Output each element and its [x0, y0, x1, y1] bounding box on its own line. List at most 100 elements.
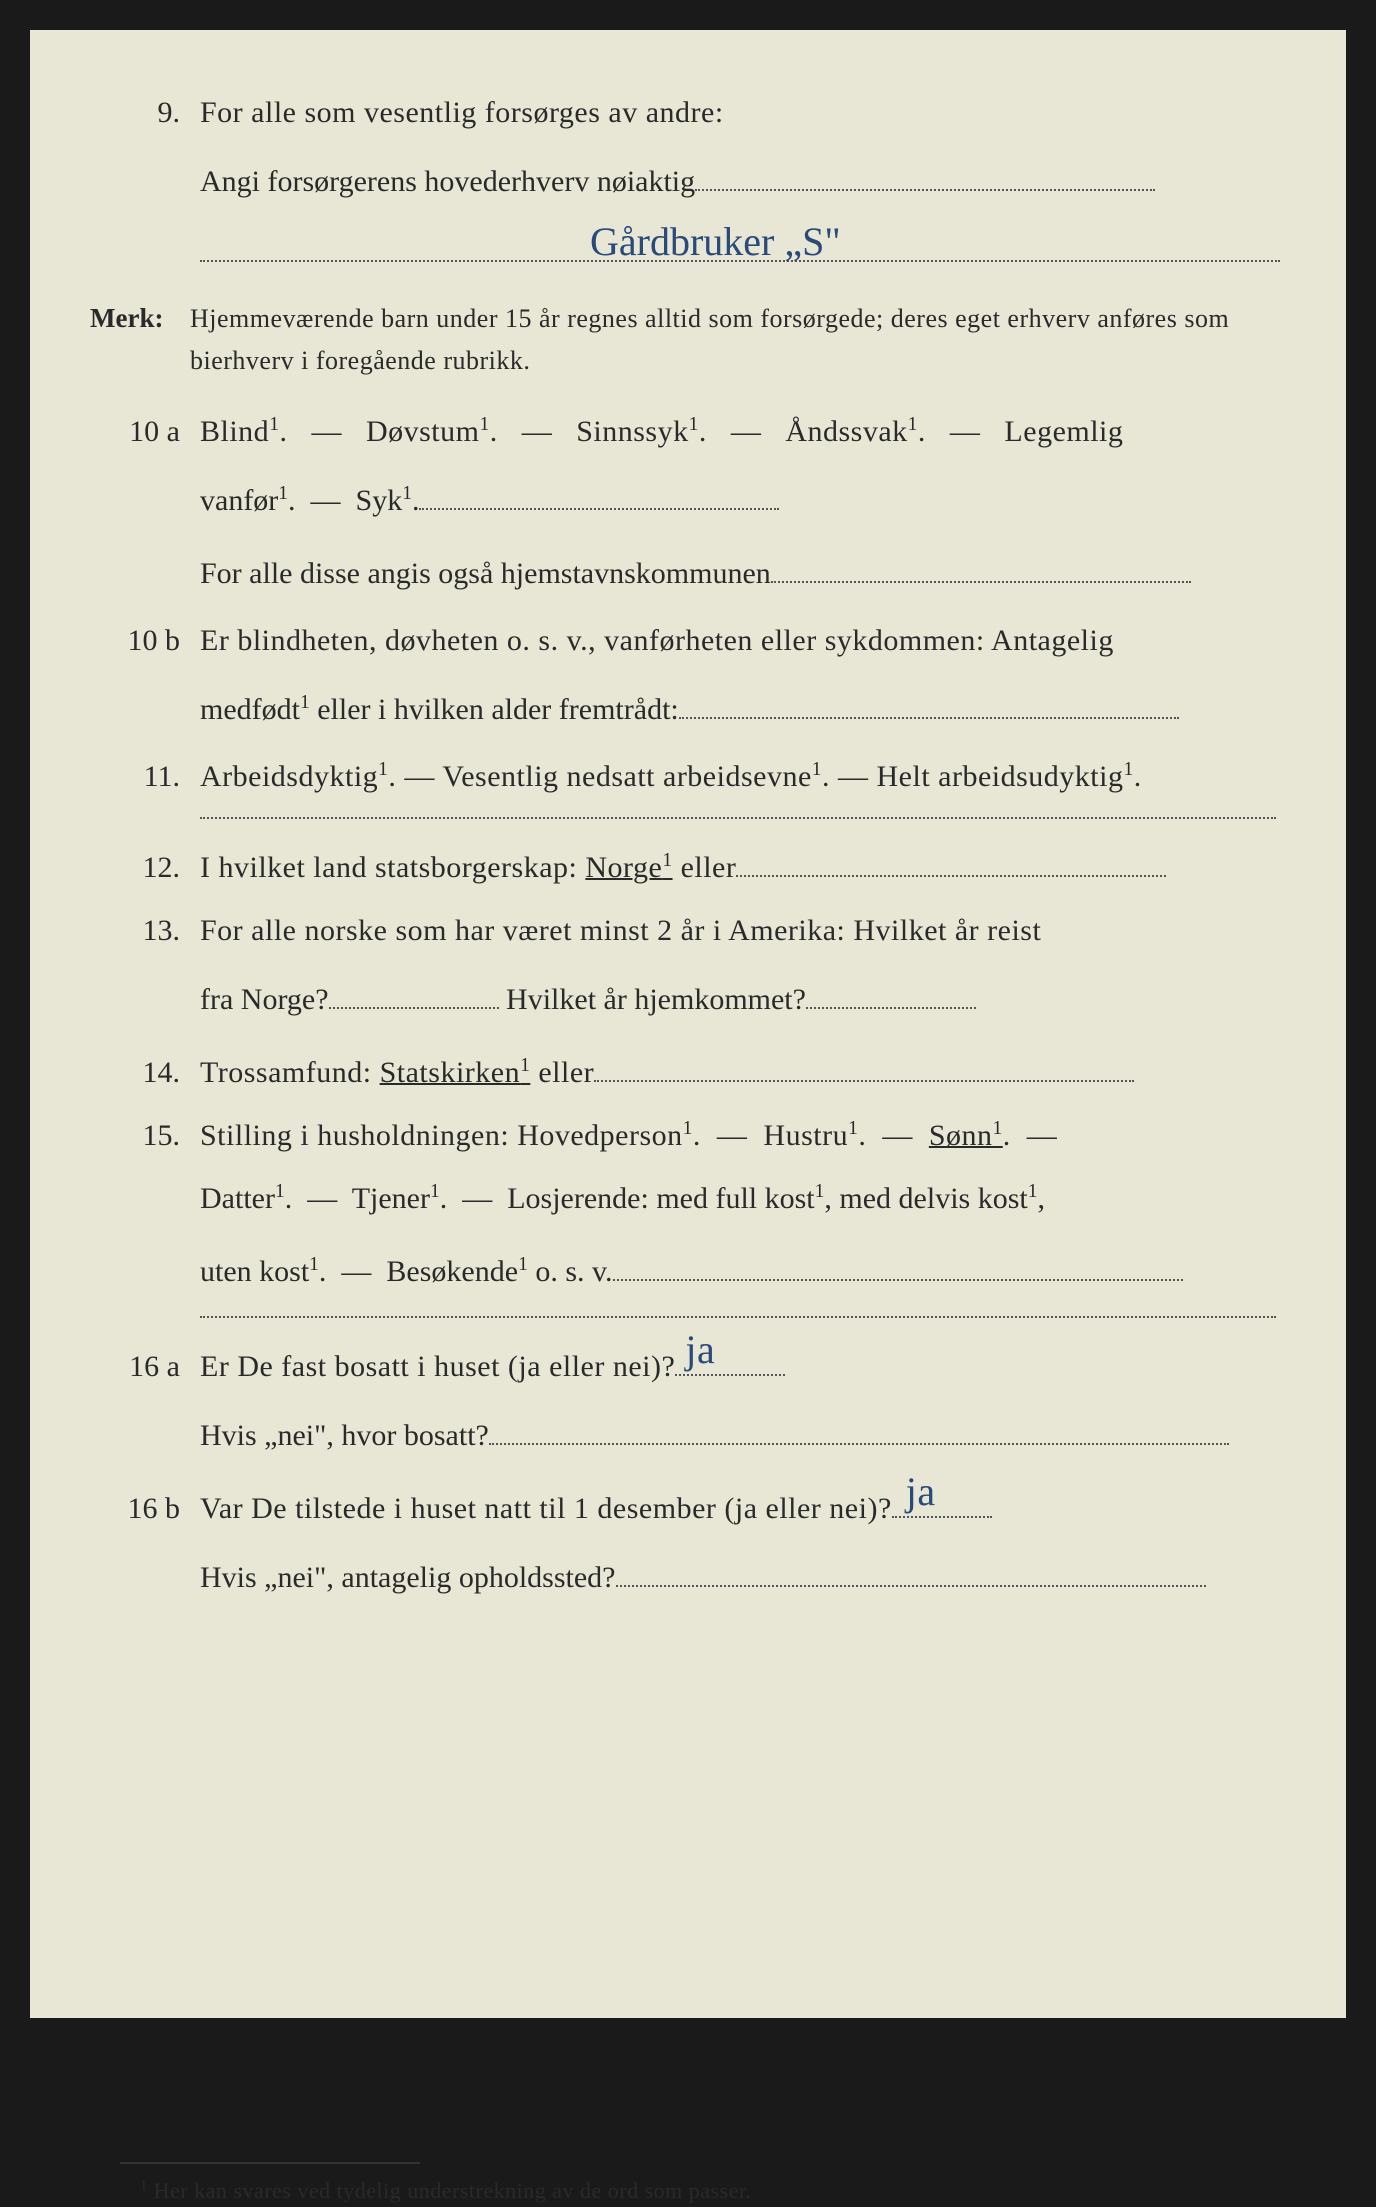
dot: . — [279, 415, 287, 448]
dot: . — [412, 484, 420, 517]
sup: 1 — [815, 1181, 825, 1202]
q16b-fill[interactable] — [616, 1549, 1206, 1587]
q14-prefix: Trossamfund: — [200, 1056, 380, 1089]
blank-space — [90, 1622, 1276, 2162]
dash: — — [731, 415, 762, 448]
sup: 1 — [1123, 759, 1133, 780]
q10b-number: 10 b — [90, 618, 200, 663]
q9-prefix: Angi forsørgerens hovederhverv nøiaktig — [200, 165, 695, 198]
q16b-number: 16 b — [90, 1486, 200, 1531]
question-9: 9. For alle som vesentlig forsørges av a… — [90, 90, 1276, 135]
q16a-hvis-nei: Hvis „nei", hvor bosatt? — [200, 1419, 489, 1452]
dot: . — [490, 415, 498, 448]
q10b-line2: medfødt1 eller i hvilken alder fremtrådt… — [200, 681, 1276, 732]
q15-fill-line[interactable] — [200, 1316, 1276, 1318]
q13-fill1[interactable] — [329, 971, 499, 1009]
q10a-vanfor: vanfør — [200, 484, 278, 517]
q10a-blind: Blind — [200, 415, 269, 448]
q12-norge: Norge — [585, 851, 662, 884]
q11-arbeidsdyktig: Arbeidsdyktig — [200, 760, 378, 793]
q10a-content: Blind1. — Døvstum1. — Sinnssyk1. — Åndss… — [200, 409, 1276, 454]
q15-sonn-underlined: Sønn1 — [929, 1119, 1003, 1152]
q15-fill[interactable] — [613, 1243, 1183, 1281]
question-13: 13. For alle norske som har været minst … — [90, 908, 1276, 953]
q16a-fill[interactable] — [489, 1407, 1229, 1445]
q15-sonn: Sønn — [929, 1119, 993, 1152]
q16a-content: Er De fast bosatt i huset (ja eller nei)… — [200, 1338, 1276, 1389]
q10a-sinnssyk: Sinnssyk — [576, 415, 688, 448]
q10a-fill[interactable] — [419, 472, 779, 510]
dot: . — [822, 760, 830, 793]
dash: — — [522, 415, 553, 448]
q15-line2: Datter1. — Tjener1. — Losjerende: med fu… — [200, 1176, 1276, 1221]
q12-prefix: I hvilket land statsborgerskap: — [200, 851, 585, 884]
q15-hustru: Hustru — [763, 1119, 848, 1152]
q14-fill[interactable] — [594, 1044, 1134, 1082]
q14-number: 14. — [90, 1050, 200, 1095]
question-14: 14. Trossamfund: Statskirken1 eller — [90, 1044, 1276, 1095]
dash: — — [404, 760, 435, 793]
q16a-answer-field[interactable]: ja — [675, 1338, 785, 1376]
dot: . — [918, 415, 926, 448]
q14-statskirken-underlined: Statskirken1 — [380, 1056, 531, 1089]
q10a-number: 10 a — [90, 409, 200, 454]
sup: 1 — [1028, 1181, 1038, 1202]
sup: 1 — [908, 414, 918, 435]
dot: . — [440, 1182, 448, 1215]
q12-number: 12. — [90, 845, 200, 890]
q11-nedsatt: Vesentlig nedsatt arbeidsevne — [442, 760, 811, 793]
dot: . — [388, 760, 396, 793]
q11-fill-line[interactable] — [200, 817, 1276, 819]
dot: . — [693, 1119, 701, 1152]
q12-fill[interactable] — [736, 839, 1166, 877]
dot: . — [319, 1255, 327, 1288]
q15-tjener: Tjener — [352, 1182, 430, 1215]
merk-label: Merk: — [90, 298, 190, 339]
merk-text: Hjemmeværende barn under 15 år regnes al… — [190, 298, 1276, 381]
q14-statskirken: Statskirken — [380, 1056, 521, 1089]
q11-content: Arbeidsdyktig1. — Vesentlig nedsatt arbe… — [200, 754, 1276, 799]
q10a-dovstum: Døvstum — [366, 415, 480, 448]
q12-norge-underlined: Norge1 — [585, 851, 672, 884]
q13-line2: fra Norge? Hvilket år hjemkommet? — [200, 971, 1276, 1022]
q9-number: 9. — [90, 90, 200, 135]
q16a-line1: Er De fast bosatt i huset (ja eller nei)… — [200, 1350, 675, 1383]
sup: 1 — [309, 1254, 319, 1275]
dot: . — [285, 1182, 293, 1215]
footnote: 1 Her kan svares ved tydelig understrekn… — [140, 2174, 1276, 2207]
q15-hovedperson: Stilling i husholdningen: Hovedperson — [200, 1119, 683, 1152]
dot: . — [1134, 760, 1142, 793]
q15-line3: uten kost1. — Besøkende1 o. s. v. — [200, 1243, 1276, 1294]
census-form-page: 9. For alle som vesentlig forsørges av a… — [30, 30, 1346, 2018]
q15-datter: Datter — [200, 1182, 275, 1215]
q16b-content: Var De tilstede i huset natt til 1 desem… — [200, 1480, 1276, 1531]
q10b-fill[interactable] — [679, 681, 1179, 719]
dash: — — [882, 1119, 913, 1152]
q9-handwritten-line: Gårdbruker „S" — [200, 226, 1276, 276]
sup: 1 — [378, 759, 388, 780]
q15-losjerende: Losjerende: med full kost — [507, 1182, 814, 1215]
dash: — — [311, 415, 342, 448]
sup: 1 — [518, 1254, 528, 1275]
q15-osv: o. s. v. — [528, 1255, 613, 1288]
dash: — — [950, 415, 981, 448]
q9-fill-1[interactable] — [695, 153, 1155, 191]
q10a-andssvak: Åndssvak — [785, 415, 907, 448]
sup: 1 — [993, 1118, 1003, 1139]
q16b-answer-field[interactable]: ja — [892, 1480, 992, 1518]
q15-besokende: Besøkende — [386, 1255, 518, 1288]
q10a-fill2[interactable] — [771, 545, 1191, 583]
q13-fill2[interactable] — [806, 971, 976, 1009]
sup: 1 — [662, 850, 672, 871]
question-15: 15. Stilling i husholdningen: Hovedperso… — [90, 1113, 1276, 1158]
q15-content: Stilling i husholdningen: Hovedperson1. … — [200, 1113, 1276, 1158]
q16a-line2: Hvis „nei", hvor bosatt? — [200, 1407, 1276, 1458]
q13-fra-norge: fra Norge? — [200, 983, 329, 1016]
q12-content: I hvilket land statsborgerskap: Norge1 e… — [200, 839, 1276, 890]
q12-suffix: eller — [673, 851, 737, 884]
q14-suffix: eller — [530, 1056, 594, 1089]
footnote-rule — [120, 2162, 420, 2164]
sup: 1 — [683, 1118, 693, 1139]
q14-content: Trossamfund: Statskirken1 eller — [200, 1044, 1276, 1095]
merk-note: Merk: Hjemmeværende barn under 15 år reg… — [90, 298, 1276, 381]
